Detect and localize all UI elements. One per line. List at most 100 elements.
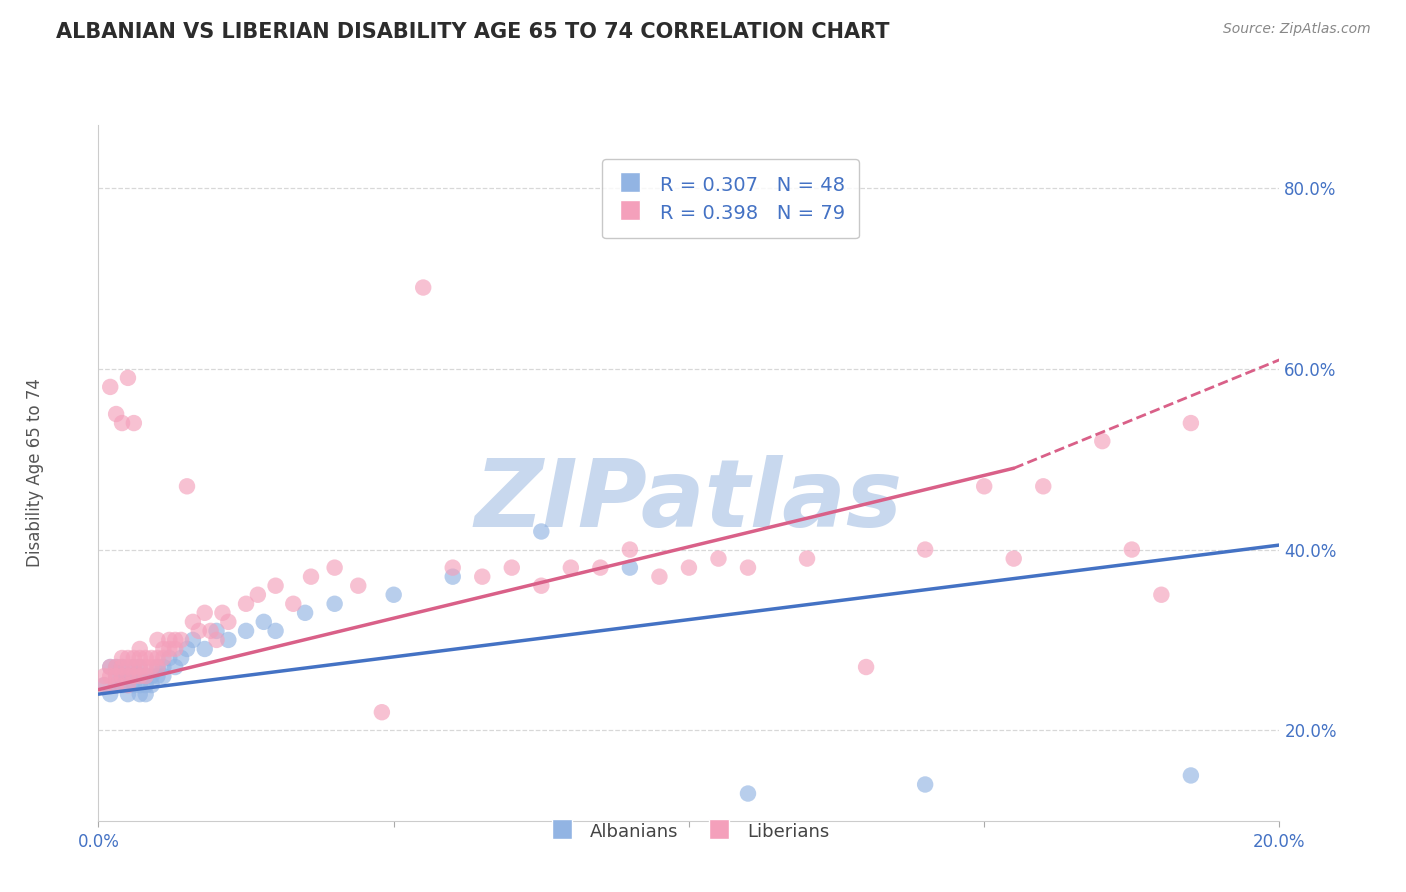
- Point: [105, 669, 128, 683]
- Point: [122, 416, 145, 430]
- Point: [253, 615, 276, 629]
- Point: [157, 651, 180, 665]
- Point: [796, 551, 818, 566]
- Point: [737, 560, 759, 574]
- Point: [914, 542, 936, 557]
- Point: [128, 642, 150, 657]
- Point: [122, 660, 145, 674]
- Point: [194, 642, 217, 657]
- Point: [914, 777, 936, 791]
- Point: [111, 669, 134, 683]
- Point: [855, 660, 877, 674]
- Point: [111, 660, 134, 674]
- Point: [98, 669, 121, 683]
- Point: [117, 687, 139, 701]
- Point: [707, 551, 730, 566]
- Point: [146, 632, 169, 647]
- Point: [737, 787, 759, 801]
- Point: [157, 632, 180, 647]
- Text: ALBANIAN VS LIBERIAN DISABILITY AGE 65 TO 74 CORRELATION CHART: ALBANIAN VS LIBERIAN DISABILITY AGE 65 T…: [56, 22, 890, 42]
- Point: [152, 660, 174, 674]
- Point: [235, 597, 257, 611]
- Point: [128, 651, 150, 665]
- Point: [93, 678, 115, 692]
- Point: [382, 588, 405, 602]
- Point: [299, 569, 322, 583]
- Point: [135, 651, 157, 665]
- Point: [135, 678, 157, 692]
- Point: [146, 651, 169, 665]
- Point: [323, 560, 346, 574]
- Point: [105, 678, 128, 692]
- Point: [165, 632, 187, 647]
- Point: [1002, 551, 1025, 566]
- Point: [111, 416, 134, 430]
- Point: [1091, 434, 1114, 449]
- Point: [141, 669, 163, 683]
- Point: [441, 560, 464, 574]
- Point: [165, 642, 187, 657]
- Point: [619, 542, 641, 557]
- Point: [105, 660, 128, 674]
- Point: [152, 642, 174, 657]
- Point: [135, 687, 157, 701]
- Point: [347, 579, 370, 593]
- Point: [1032, 479, 1054, 493]
- Point: [122, 660, 145, 674]
- Point: [501, 560, 523, 574]
- Point: [1150, 588, 1173, 602]
- Point: [146, 669, 169, 683]
- Point: [117, 371, 139, 385]
- Point: [235, 624, 257, 638]
- Point: [530, 524, 553, 539]
- Point: [471, 569, 494, 583]
- Point: [530, 579, 553, 593]
- Point: [122, 678, 145, 692]
- Point: [122, 669, 145, 683]
- Point: [93, 669, 115, 683]
- Point: [181, 632, 204, 647]
- Point: [678, 560, 700, 574]
- Point: [111, 660, 134, 674]
- Point: [105, 678, 128, 692]
- Point: [973, 479, 995, 493]
- Point: [135, 660, 157, 674]
- Point: [98, 687, 121, 701]
- Point: [128, 687, 150, 701]
- Point: [205, 624, 228, 638]
- Point: [205, 632, 228, 647]
- Point: [141, 651, 163, 665]
- Point: [98, 660, 121, 674]
- Point: [371, 705, 394, 719]
- Text: Source: ZipAtlas.com: Source: ZipAtlas.com: [1223, 22, 1371, 37]
- Point: [105, 660, 128, 674]
- Point: [217, 615, 239, 629]
- Point: [294, 606, 316, 620]
- Point: [170, 651, 193, 665]
- Point: [128, 669, 150, 683]
- Point: [128, 669, 150, 683]
- Point: [117, 678, 139, 692]
- Point: [105, 669, 128, 683]
- Point: [141, 660, 163, 674]
- Point: [187, 624, 209, 638]
- Point: [165, 660, 187, 674]
- Point: [146, 660, 169, 674]
- Point: [135, 669, 157, 683]
- Point: [264, 579, 287, 593]
- Point: [117, 660, 139, 674]
- Point: [117, 669, 139, 683]
- Point: [176, 642, 198, 657]
- Point: [122, 669, 145, 683]
- Point: [111, 651, 134, 665]
- Point: [117, 669, 139, 683]
- Point: [323, 597, 346, 611]
- Legend: Albanians, Liberians: Albanians, Liberians: [537, 810, 841, 854]
- Point: [128, 678, 150, 692]
- Point: [157, 642, 180, 657]
- Point: [105, 407, 128, 421]
- Point: [264, 624, 287, 638]
- Point: [111, 669, 134, 683]
- Point: [1121, 542, 1143, 557]
- Point: [217, 632, 239, 647]
